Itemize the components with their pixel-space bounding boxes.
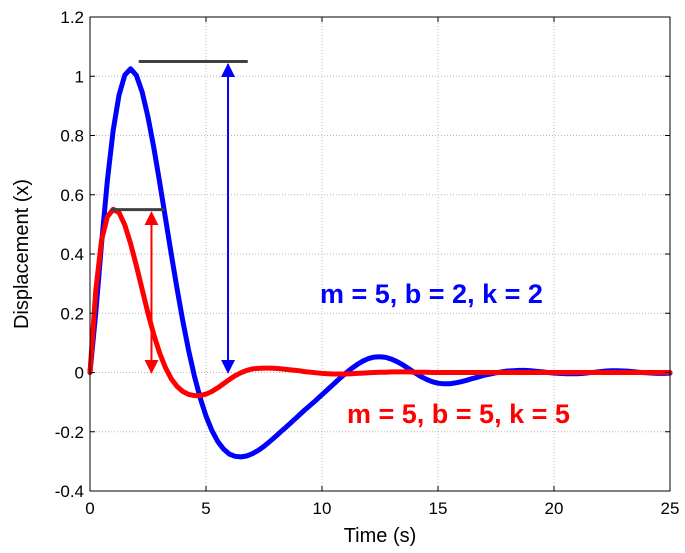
y-tick-label: 0.2 bbox=[60, 304, 84, 323]
x-tick-label: 5 bbox=[201, 499, 210, 518]
x-axis-label: Time (s) bbox=[344, 525, 417, 547]
y-tick-label: 0.4 bbox=[60, 245, 84, 264]
annotations bbox=[110, 59, 248, 374]
y-axis-label: Displacement (x) bbox=[11, 179, 33, 329]
x-tick-label: 10 bbox=[313, 499, 332, 518]
y-tick-label: -0.2 bbox=[55, 423, 84, 442]
y-tick-label: 0 bbox=[75, 364, 84, 383]
x-tick-label: 15 bbox=[429, 499, 448, 518]
y-tick-label: 1.2 bbox=[60, 8, 84, 27]
series-lines bbox=[87, 66, 673, 460]
y-tick-label: 0.6 bbox=[60, 186, 84, 205]
x-tick-label: 0 bbox=[85, 499, 94, 518]
series-line-1 bbox=[87, 206, 673, 399]
y-tick-label: 1 bbox=[75, 67, 84, 86]
x-tick-label: 20 bbox=[545, 499, 564, 518]
series-label-red: m = 5, b = 5, k = 5 bbox=[347, 399, 570, 429]
y-tick-label: -0.4 bbox=[55, 482, 84, 501]
x-tick-label: 25 bbox=[661, 499, 680, 518]
axis-ticks: 0 5 10 15 20 25 -0.4 -0.2 0 0.2 0.4 0.6 0.8 1 1.2 bbox=[55, 8, 680, 518]
series-label-blue: m = 5, b = 2, k = 2 bbox=[320, 279, 543, 309]
y-tick-label: 0.8 bbox=[60, 127, 84, 146]
